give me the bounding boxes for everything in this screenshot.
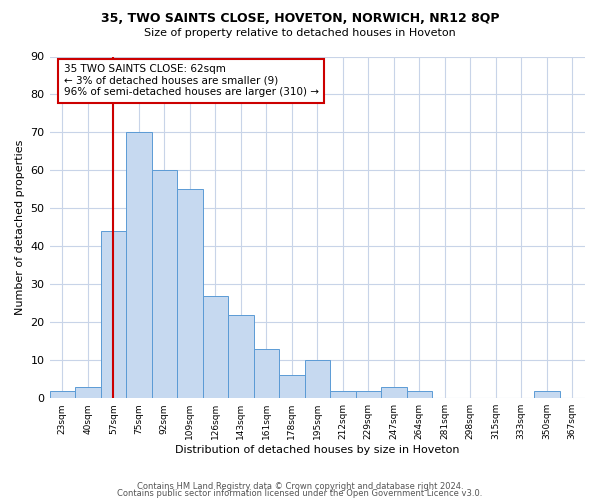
- Bar: [279, 376, 305, 398]
- Text: 35 TWO SAINTS CLOSE: 62sqm
← 3% of detached houses are smaller (9)
96% of semi-d: 35 TWO SAINTS CLOSE: 62sqm ← 3% of detac…: [64, 64, 319, 98]
- Bar: [305, 360, 330, 398]
- Bar: [75, 387, 101, 398]
- Bar: [381, 387, 407, 398]
- Bar: [50, 390, 75, 398]
- Bar: [203, 296, 228, 398]
- Bar: [228, 314, 254, 398]
- Bar: [356, 390, 381, 398]
- Bar: [330, 390, 356, 398]
- X-axis label: Distribution of detached houses by size in Hoveton: Distribution of detached houses by size …: [175, 445, 460, 455]
- Text: Contains public sector information licensed under the Open Government Licence v3: Contains public sector information licen…: [118, 490, 482, 498]
- Text: Size of property relative to detached houses in Hoveton: Size of property relative to detached ho…: [144, 28, 456, 38]
- Text: Contains HM Land Registry data © Crown copyright and database right 2024.: Contains HM Land Registry data © Crown c…: [137, 482, 463, 491]
- Bar: [126, 132, 152, 398]
- Y-axis label: Number of detached properties: Number of detached properties: [15, 140, 25, 315]
- Bar: [534, 390, 560, 398]
- Bar: [152, 170, 177, 398]
- Bar: [177, 190, 203, 398]
- Text: 35, TWO SAINTS CLOSE, HOVETON, NORWICH, NR12 8QP: 35, TWO SAINTS CLOSE, HOVETON, NORWICH, …: [101, 12, 499, 26]
- Bar: [407, 390, 432, 398]
- Bar: [254, 349, 279, 398]
- Bar: [101, 231, 126, 398]
